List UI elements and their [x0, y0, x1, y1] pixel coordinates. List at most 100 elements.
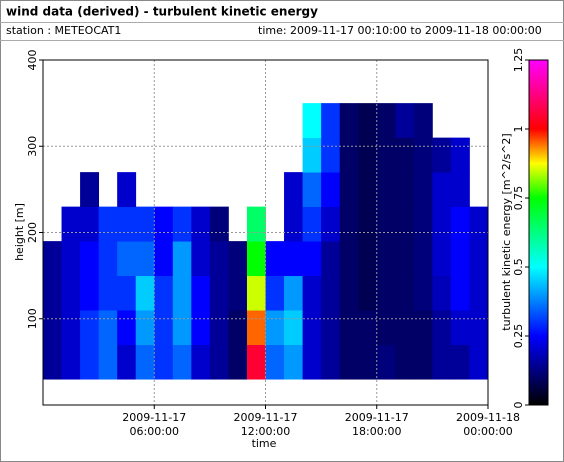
x-tick-label: 2009-11-18 00:00:00: [456, 411, 520, 438]
heatmap-cell: [117, 241, 137, 277]
heatmap-cell: [265, 310, 285, 346]
heatmap-cell: [469, 344, 489, 380]
colorbar-tick-label: 0.25: [512, 324, 525, 349]
heatmap-cell: [98, 344, 118, 380]
heatmap-cell: [321, 137, 341, 173]
heatmap-cell: [135, 310, 155, 346]
heatmap-cell: [302, 275, 322, 311]
heatmap-cell: [191, 310, 211, 346]
heatmap-cell: [321, 103, 341, 139]
heatmap-cell: [413, 172, 433, 208]
heatmap-cell: [43, 344, 62, 380]
heatmap-cell: [321, 241, 341, 277]
heatmap-cell: [80, 275, 100, 311]
heatmap-cell: [265, 241, 285, 277]
y-tick-label: 400: [26, 50, 39, 71]
heatmap-cell: [209, 241, 229, 277]
heatmap-cell: [413, 206, 433, 242]
heatmap-cell: [302, 172, 322, 208]
x-tick-label: 2009-11-17 06:00:00: [122, 411, 186, 438]
heatmap-cell: [395, 275, 415, 311]
heatmap-cell: [172, 310, 192, 346]
heatmap-cell: [191, 206, 211, 242]
heatmap-cell: [191, 344, 211, 380]
heatmap-cell: [469, 241, 489, 277]
heatmap-cell: [339, 310, 359, 346]
heatmap-cell: [80, 241, 100, 277]
heatmap-cell: [339, 344, 359, 380]
heatmap-cell: [135, 241, 155, 277]
heatmap-cell: [413, 275, 433, 311]
heatmap-cell: [246, 275, 266, 311]
heatmap-cell: [339, 241, 359, 277]
heatmap-cell: [432, 137, 452, 173]
heatmap-cell: [450, 310, 470, 346]
heatmap-cell: [61, 241, 81, 277]
heatmap-cell: [228, 344, 248, 380]
heatmap-cell: [321, 275, 341, 311]
heatmap-cell: [284, 310, 303, 346]
heatmap-cell: [302, 103, 322, 139]
heatmap-cell: [339, 103, 359, 139]
y-tick-label: 200: [26, 222, 39, 243]
heatmap-cell: [413, 310, 433, 346]
heatmap-cell: [376, 241, 396, 277]
heatmap-cell: [80, 206, 100, 242]
heatmap-cell: [450, 275, 470, 311]
heatmap-cell: [209, 310, 229, 346]
heatmap-cell: [117, 310, 137, 346]
heatmap-cell: [358, 310, 378, 346]
heatmap-cell: [265, 275, 285, 311]
heatmap-cell: [376, 275, 396, 311]
heatmap-cell: [395, 241, 415, 277]
heatmap-cell: [172, 344, 192, 380]
heatmap-cell: [246, 241, 266, 277]
heatmap-cell: [191, 275, 211, 311]
colorbar-label: turbulent kinetic energy [m^2/s^2]: [500, 133, 513, 330]
heatmap-cell: [432, 172, 452, 208]
heatmap-cell: [376, 172, 396, 208]
heatmap-cell: [135, 206, 155, 242]
heatmap-cell: [376, 344, 396, 380]
heatmap-cell: [209, 275, 229, 311]
heatmap-cell: [246, 206, 266, 242]
heatmap-cell: [358, 241, 378, 277]
heatmap-cell: [321, 310, 341, 346]
heatmap-cell: [61, 310, 81, 346]
colorbar-tick-label: 0.75: [512, 186, 525, 211]
heatmap-cell: [432, 241, 452, 277]
heatmap-cell: [80, 172, 100, 208]
colorbar-tick-label: 1.25: [512, 48, 525, 73]
y-axis-label: height [m]: [13, 203, 26, 261]
heatmap-cell: [450, 206, 470, 242]
heatmap-cell: [302, 241, 322, 277]
heatmap: [43, 103, 489, 380]
colorbar-tick-label: 0.5: [512, 258, 525, 276]
heatmap-cell: [284, 275, 303, 311]
heatmap-cell: [302, 310, 322, 346]
heatmap-cell: [98, 241, 118, 277]
heatmap-cell: [154, 344, 174, 380]
heatmap-cell: [284, 206, 303, 242]
heatmap-cell: [413, 344, 433, 380]
heatmap-cell: [376, 103, 396, 139]
heatmap-cell: [413, 241, 433, 277]
heatmap-cell: [321, 206, 341, 242]
heatmap-cell: [98, 310, 118, 346]
heatmap-cell: [154, 275, 174, 311]
heatmap-cell: [43, 310, 62, 346]
colorbar-tick-label: 1: [512, 126, 525, 133]
heatmap-cell: [302, 344, 322, 380]
heatmap-cell: [469, 310, 489, 346]
heatmap-cell: [432, 275, 452, 311]
heatmap-cell: [246, 310, 266, 346]
heatmap-cell: [61, 344, 81, 380]
heatmap-cell: [43, 275, 62, 311]
heatmap-cell: [432, 344, 452, 380]
y-tick-label: 300: [26, 136, 39, 157]
heatmap-cell: [395, 206, 415, 242]
heatmap-cell: [284, 241, 303, 277]
heatmap-cell: [395, 137, 415, 173]
station-label: station : METEOCAT1: [6, 24, 121, 37]
